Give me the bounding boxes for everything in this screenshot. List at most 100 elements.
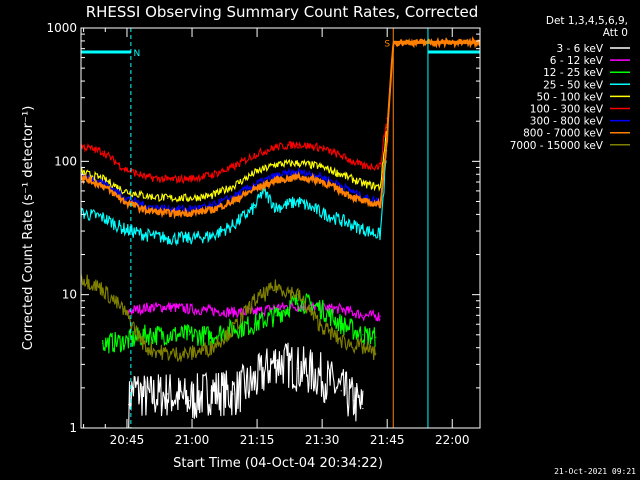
point-300-800-kev-11: [318, 175, 321, 177]
point-7000-15000-kev-2: [123, 310, 125, 312]
point-25-50-kev-14: [362, 228, 364, 230]
overlay-label-n: N: [134, 49, 141, 59]
point-50-100-kev-9: [275, 163, 277, 165]
point-3-6-kev-7: [253, 381, 256, 383]
legend-label: 6 - 12 keV: [550, 55, 604, 67]
point-800-7000-kev-1: [102, 184, 104, 186]
point-100-300-kev-11: [318, 146, 321, 149]
legend-label: 50 - 100 keV: [536, 91, 603, 103]
point-800-7000-kev-11: [318, 179, 321, 181]
point-7000-15000-kev-7: [232, 328, 234, 330]
x-tick-label-22-00: 22:00: [435, 433, 470, 447]
plot-frame: [80, 27, 481, 429]
legend-label: 7000 - 15000 keV: [510, 140, 604, 152]
point-12-25-kev-0: [102, 342, 104, 345]
point-12-25-kev-10: [318, 307, 321, 309]
point-100-300-kev-8: [253, 154, 256, 156]
point-6-12-kev-6: [253, 311, 256, 313]
legend-item-800-7000-kev: 800 - 7000 keV: [523, 128, 630, 140]
point-50-100-kev-14: [379, 186, 381, 188]
series-line-12-25-kev: [102, 293, 376, 354]
point-100-300-kev-6: [210, 174, 212, 176]
point-3-6-kev-1: [132, 387, 134, 389]
point-800-7000-kev-13: [362, 200, 364, 203]
point-100-300-kev-5: [188, 178, 190, 180]
point-300-800-kev-8: [253, 183, 256, 186]
point-800-7000-kev-5: [188, 212, 190, 214]
point-6-12-kev-10: [340, 308, 342, 310]
point-25-50-kev-5: [188, 237, 190, 239]
legend-label: 3 - 6 keV: [556, 43, 603, 55]
point-7000-15000-kev-14: [375, 353, 377, 355]
point-12-25-kev-9: [297, 300, 299, 302]
series-line-6-12-kev: [128, 300, 381, 323]
point-6-12-kev-2: [167, 306, 169, 308]
legend-header-1: Det 1,3,4,5,6,9,: [546, 15, 628, 27]
point-800-7000-kev-6: [210, 209, 212, 211]
point-800-7000-kev-9: [275, 179, 277, 181]
point-3-6-kev-8: [275, 360, 277, 362]
point-100-300-kev-7: [232, 166, 234, 168]
point-100-300-kev-10: [297, 143, 299, 145]
point-50-100-kev-10: [297, 162, 299, 164]
point-6-12-kev-3: [188, 308, 190, 310]
point-50-100-kev-12: [340, 173, 342, 175]
point-7000-15000-kev-8: [253, 300, 256, 302]
legend-label: 300 - 800 keV: [530, 116, 604, 128]
point-100-300-kev-1: [102, 151, 104, 153]
point-800-7000-kev-3: [145, 209, 147, 211]
legend-label: 12 - 25 keV: [543, 67, 604, 79]
legend-header-2: Att 0: [603, 27, 628, 39]
point-6-12-kev-11: [362, 314, 364, 316]
point-800-7000-kev-12: [340, 190, 342, 192]
point-7000-15000-kev-13: [362, 347, 364, 349]
series-layer: [81, 35, 480, 428]
point-12-25-kev-5: [210, 335, 212, 337]
point-3-6-kev-5: [210, 390, 212, 392]
series-line-25-50-kev: [81, 160, 387, 247]
point-25-50-kev-4: [167, 237, 169, 239]
axes: 1 10 100 1000 20:45 21:00 21:15 21:30 21:45 22:00: [46, 21, 481, 447]
series-7000-15000-kev: [81, 273, 377, 362]
point-25-50-kev-11: [297, 200, 299, 203]
point-50-100-kev-8: [253, 172, 256, 174]
point-100-300-kev-14: [379, 165, 381, 167]
legend-item-100-300-kev: 100 - 300 keV: [530, 104, 630, 116]
point-25-50-kev-2: [123, 228, 125, 230]
legend-label: 800 - 7000 keV: [523, 128, 604, 140]
legend-label: 100 - 300 keV: [530, 104, 604, 116]
point-3-6-kev-11: [340, 390, 342, 392]
point-800-7000-kev-14: [379, 204, 381, 206]
point-3-6-kev-2: [145, 396, 147, 398]
legend-item-300-800-kev: 300 - 800 keV: [530, 116, 630, 128]
point-12-25-kev-8: [275, 314, 277, 316]
overlay-label-s: S: [384, 39, 390, 49]
point-800-7000-kev-10: [297, 176, 299, 178]
point-50-100-kev-3: [145, 195, 147, 197]
point-800-7000-kev-7: [232, 200, 234, 203]
legend-item-25-50-kev: 25 - 50 keV: [543, 79, 630, 91]
point-50-100-kev-2: [123, 190, 125, 192]
y-axis-label: Corrected Count Rate (s⁻¹ detector⁻¹): [21, 106, 36, 351]
point-300-800-kev-13: [362, 196, 364, 198]
x-axis-label: Start Time (04-Oct-04 20:34:22): [173, 456, 383, 471]
point-3-6-kev-12: [353, 400, 355, 402]
legend-item-50-100-kev: 50 - 100 keV: [536, 91, 630, 103]
point-800-7000-kev-2: [123, 200, 125, 203]
point-100-300-kev-9: [275, 146, 277, 148]
series-line-7000-15000-kev: [81, 273, 376, 362]
point-3-6-kev-0: [128, 403, 130, 406]
point-100-300-kev-12: [340, 155, 342, 157]
point-300-800-kev-1: [102, 181, 104, 183]
point-25-50-kev-3: [145, 234, 147, 236]
point-25-50-kev-1: [102, 216, 104, 218]
point-300-800-kev-5: [188, 208, 190, 210]
point-7000-15000-kev-4: [167, 353, 169, 355]
point-50-100-kev-1: [102, 178, 104, 180]
point-12-25-kev-7: [253, 323, 256, 325]
point-3-6-kev-3: [167, 393, 169, 395]
point-25-50-kev-12: [318, 211, 321, 213]
point-7000-15000-kev-9: [275, 286, 277, 288]
